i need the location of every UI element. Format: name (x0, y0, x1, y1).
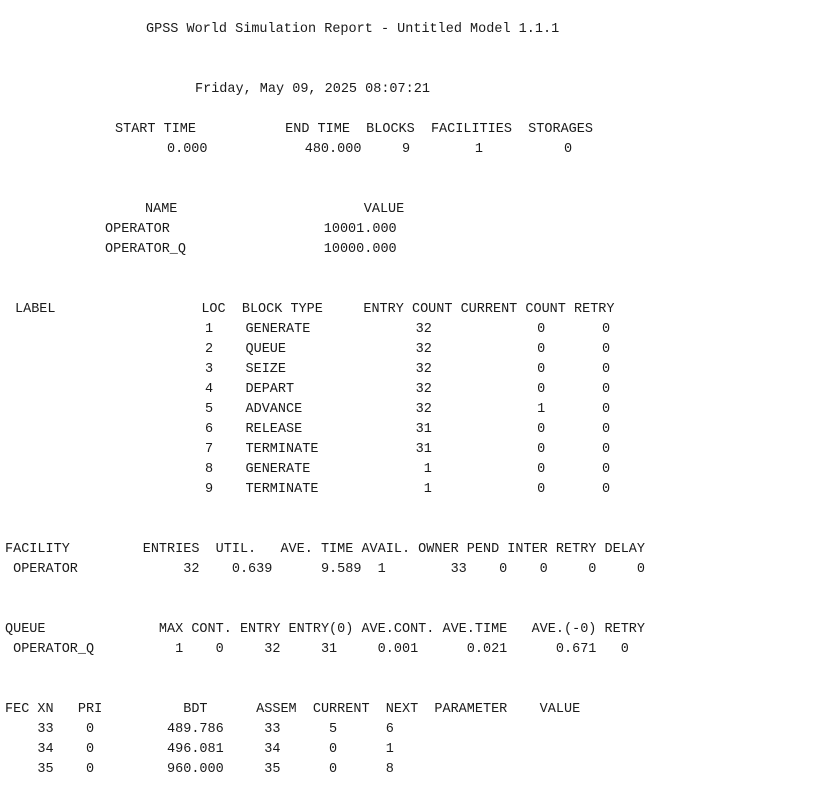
block-row: 2 QUEUE 32 0 0 (205, 342, 611, 357)
block-row: 4 DEPART 32 0 0 (205, 382, 611, 397)
names-row: OPERATOR 10001.000 (105, 222, 397, 237)
block-row: 5 ADVANCE 32 1 0 (205, 402, 611, 417)
block-row: 1 GENERATE 32 0 0 (205, 322, 611, 337)
blocks-header: LABEL LOC BLOCK TYPE ENTRY COUNT CURRENT… (15, 302, 615, 317)
names-header: NAME VALUE (145, 202, 405, 217)
summary-values: 0.000 480.000 9 1 0 (167, 142, 573, 157)
fec-row: 33 0 489.786 33 5 6 (5, 722, 394, 737)
facility-row: OPERATOR 32 0.639 9.589 1 33 0 0 0 0 (5, 562, 646, 577)
queue-header: QUEUE MAX CONT. ENTRY ENTRY(0) AVE.CONT.… (5, 622, 646, 637)
report-timestamp: Friday, May 09, 2025 08:07:21 (195, 82, 430, 97)
names-row: OPERATOR_Q 10000.000 (105, 242, 397, 257)
fec-header: FEC XN PRI BDT ASSEM CURRENT NEXT PARAME… (5, 702, 581, 717)
block-row: 7 TERMINATE 31 0 0 (205, 442, 611, 457)
fec-row: 35 0 960.000 35 0 8 (5, 762, 394, 777)
block-row: 9 TERMINATE 1 0 0 (205, 482, 611, 497)
queue-row: OPERATOR_Q 1 0 32 31 0.001 0.021 0.671 0 (5, 642, 629, 657)
summary-header: START TIME END TIME BLOCKS FACILITIES ST… (115, 122, 593, 137)
fec-row: 34 0 496.081 34 0 1 (5, 742, 394, 757)
block-row: 3 SEIZE 32 0 0 (205, 362, 611, 377)
report-title: GPSS World Simulation Report - Untitled … (146, 22, 560, 37)
facility-header: FACILITY ENTRIES UTIL. AVE. TIME AVAIL. … (5, 542, 646, 557)
block-row: 8 GENERATE 1 0 0 (205, 462, 611, 477)
block-row: 6 RELEASE 31 0 0 (205, 422, 611, 437)
